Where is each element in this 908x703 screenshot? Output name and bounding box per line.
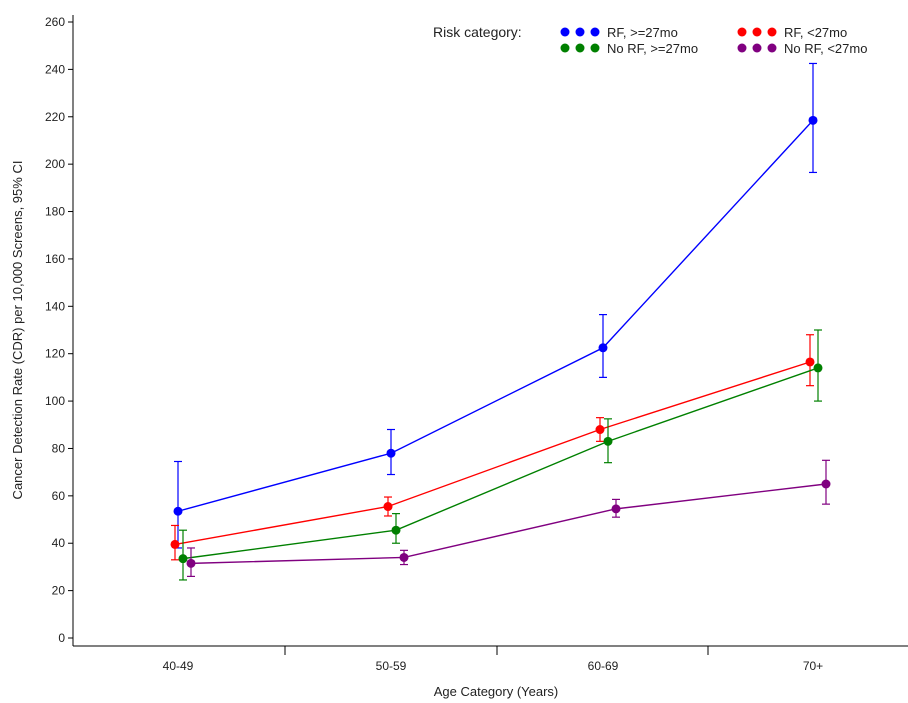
data-point	[170, 539, 180, 549]
legend-marker	[560, 27, 570, 37]
legend-entry-label: No RF, >=27mo	[607, 41, 698, 56]
y-tick-label: 60	[52, 489, 66, 503]
y-tick-label: 40	[52, 536, 66, 550]
series-line	[174, 361, 811, 546]
series-2	[178, 329, 823, 581]
y-tick-label: 220	[45, 110, 65, 124]
data-point	[178, 554, 188, 564]
series-line	[190, 483, 827, 565]
x-tick-label: 60-69	[588, 659, 619, 673]
legend-marker	[767, 27, 777, 37]
legend-marker	[575, 43, 585, 53]
data-point	[603, 436, 613, 446]
y-tick-label: 0	[58, 631, 65, 645]
legend-entry-label: RF, >=27mo	[607, 25, 678, 40]
data-point	[821, 479, 831, 489]
y-tick-label: 160	[45, 252, 65, 266]
legend-marker	[590, 43, 600, 53]
data-point	[595, 425, 605, 435]
data-point	[391, 525, 401, 535]
series-0	[173, 62, 818, 549]
data-point	[611, 504, 621, 514]
legend-marker	[560, 43, 570, 53]
axes	[72, 15, 908, 647]
y-tick-label: 120	[45, 347, 65, 361]
y-tick-label: 200	[45, 157, 65, 171]
series-line	[177, 119, 814, 512]
y-tick-label: 260	[45, 15, 65, 29]
data-point	[173, 506, 183, 516]
legend-marker	[737, 27, 747, 37]
y-axis-title: Cancer Detection Rate (CDR) per 10,000 S…	[10, 161, 25, 500]
x-axis-title: Age Category (Years)	[434, 684, 559, 699]
data-point	[598, 343, 608, 353]
legend-marker	[575, 27, 585, 37]
data-point	[813, 363, 823, 373]
series-line	[182, 367, 819, 560]
series-1	[170, 334, 815, 561]
data-point	[808, 115, 818, 125]
legend-marker	[752, 27, 762, 37]
y-tick-label: 180	[45, 205, 65, 219]
data-point	[186, 558, 196, 568]
series-layer	[170, 62, 831, 581]
data-point	[386, 448, 396, 458]
legend-entry-label: RF, <27mo	[784, 25, 847, 40]
y-ticks: 0 20 40 60 80 100 120 140 160 180 200 220 240 260	[45, 15, 73, 645]
series-3	[186, 459, 831, 578]
x-ticks: 40-49 50-59 60-69 70+	[163, 646, 823, 673]
legend-marker	[590, 27, 600, 37]
x-tick-label: 50-59	[376, 659, 407, 673]
y-tick-label: 240	[45, 62, 65, 76]
data-point	[805, 357, 815, 367]
legend-marker	[737, 43, 747, 53]
data-point	[399, 552, 409, 562]
legend-marker	[767, 43, 777, 53]
x-tick-label: 40-49	[163, 659, 194, 673]
x-tick-label: 70+	[803, 659, 823, 673]
y-tick-label: 100	[45, 394, 65, 408]
legend-title: Risk category:	[433, 24, 522, 40]
data-point	[383, 502, 393, 512]
legend-marker	[752, 43, 762, 53]
y-tick-label: 80	[52, 441, 66, 455]
legend-entry-label: No RF, <27mo	[784, 41, 867, 56]
y-tick-label: 20	[52, 584, 66, 598]
y-tick-label: 140	[45, 299, 65, 313]
